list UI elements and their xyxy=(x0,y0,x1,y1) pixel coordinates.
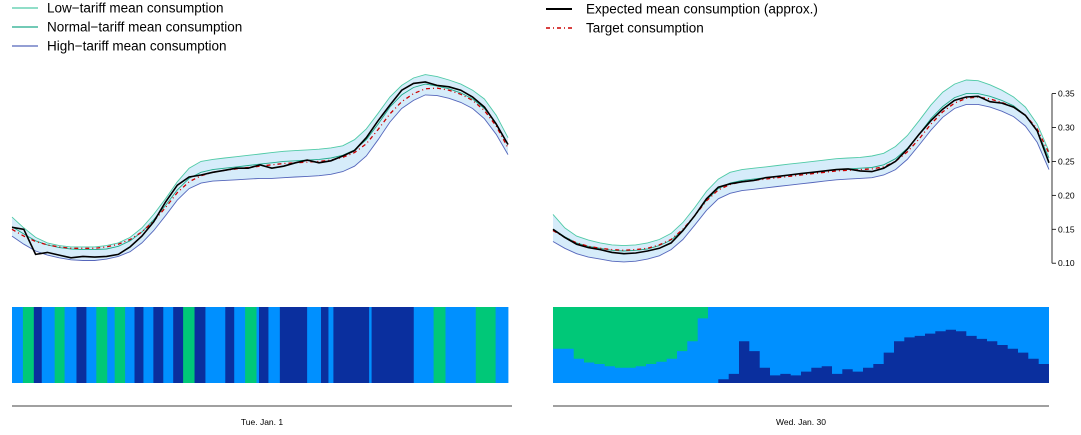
series-line-high xyxy=(552,103,1050,263)
series-line-low xyxy=(11,74,509,248)
tariff-segment-normal xyxy=(125,307,135,383)
series-line-expected xyxy=(552,95,1050,255)
y-tick-label: 0.25 xyxy=(1058,156,1075,166)
tariff-segment-high xyxy=(259,307,269,383)
tariff-band xyxy=(12,74,508,261)
legend-label-low: Low−tariff mean consumption xyxy=(47,1,223,16)
legend-entry-target: Target consumption xyxy=(546,21,704,36)
y-tick-label: 0.20 xyxy=(1058,190,1075,200)
y-axis: 0.10 0.15 0.20 0.25 0.30 0.35 xyxy=(1051,89,1075,268)
tariff-segment-normal xyxy=(41,307,56,383)
panel-jan-30 xyxy=(552,79,1050,383)
tariff-segment-high xyxy=(194,307,206,383)
tariff-segment-high xyxy=(279,307,308,383)
legend-left: Low−tariff mean consumption Normal−tarif… xyxy=(12,1,242,54)
date-label-left: Tue. Jan. 1 xyxy=(241,417,283,427)
tariff-segment-low xyxy=(183,307,195,383)
tariff-segment-low xyxy=(475,307,496,383)
panel-jan-1 xyxy=(11,74,509,383)
tariff-area-high xyxy=(553,329,1049,383)
tariff-segment-high xyxy=(225,307,235,383)
tariff-segment-high xyxy=(76,307,87,383)
legend-entry-normal: Normal−tariff mean consumption xyxy=(12,20,242,35)
legend-entry-low: Low−tariff mean consumption xyxy=(12,1,223,16)
y-tick-label: 0.15 xyxy=(1058,224,1075,234)
tariff-segment-normal xyxy=(234,307,246,383)
tariff-segment-low xyxy=(245,307,257,383)
legend-label-target: Target consumption xyxy=(586,21,704,36)
tariff-segment-normal xyxy=(163,307,174,383)
date-label-right: Wed. Jan. 30 xyxy=(776,417,826,427)
legend-entry-expected: Expected mean consumption (approx.) xyxy=(546,2,818,17)
date-axis-left: Tue. Jan. 1 xyxy=(12,405,512,427)
tariff-segment-normal xyxy=(256,307,260,383)
tariff-segment-normal xyxy=(445,307,477,383)
tariff-segment-high xyxy=(371,307,415,383)
tariff-segment-normal xyxy=(107,307,116,383)
tariff-segment-normal xyxy=(413,307,434,383)
tariff-segment-low xyxy=(54,307,65,383)
tariff-segment-normal xyxy=(12,307,24,383)
tariff-segment-low xyxy=(96,307,108,383)
tariff-segment-normal xyxy=(64,307,77,383)
legend-right: Expected mean consumption (approx.) Targ… xyxy=(546,2,818,36)
tariff-segment-normal xyxy=(86,307,97,383)
tariff-area-low xyxy=(553,307,1049,368)
tariff-segment-low xyxy=(22,307,35,383)
tariff-segment-low xyxy=(433,307,446,383)
series-line-target xyxy=(552,96,1050,251)
legend-label-normal: Normal−tariff mean consumption xyxy=(47,20,242,35)
tariff-segment-low xyxy=(114,307,126,383)
tariff-segment-high xyxy=(33,307,43,383)
tariff-segment-high xyxy=(333,307,370,383)
tariff-segment-high xyxy=(153,307,164,383)
tariff-segment-high xyxy=(321,307,329,383)
y-tick-label: 0.10 xyxy=(1058,258,1075,268)
legend-label-high: High−tariff mean consumption xyxy=(47,39,226,54)
tariff-segment-normal xyxy=(143,307,154,383)
tariff-band xyxy=(553,80,1049,262)
tariff-segment-high xyxy=(173,307,184,383)
y-tick-label: 0.35 xyxy=(1058,89,1075,99)
series-line-expected xyxy=(11,81,509,259)
tariff-segment-normal xyxy=(268,307,281,383)
tariff-segment-normal xyxy=(495,307,509,383)
series-line-high xyxy=(11,94,509,261)
tariff-segment-normal xyxy=(328,307,334,383)
tariff-segment-normal xyxy=(307,307,322,383)
tariff-segment-normal xyxy=(205,307,226,383)
tariff-segment-high xyxy=(134,307,144,383)
legend-entry-high: High−tariff mean consumption xyxy=(12,39,226,54)
series-line-low xyxy=(552,79,1050,247)
date-axis-right: Wed. Jan. 30 xyxy=(553,405,1049,427)
tariff-segment-normal xyxy=(369,307,372,383)
y-tick-label: 0.30 xyxy=(1058,123,1075,133)
legend-label-expected: Expected mean consumption (approx.) xyxy=(586,2,818,17)
